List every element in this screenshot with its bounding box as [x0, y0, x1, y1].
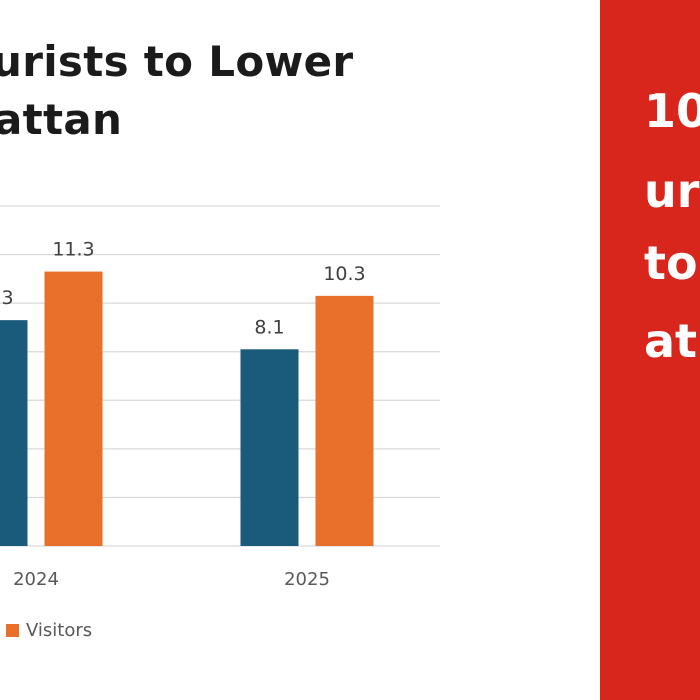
callout-line-4: at	[644, 314, 698, 368]
callout-panel: 10 ur to at	[600, 0, 700, 700]
bar-chart: 0.3 11.3 8.1 10.3 2024 2025 Visitors	[0, 205, 440, 641]
legend: Visitors	[6, 620, 92, 641]
chart-title-line-1: urists to Lower	[0, 37, 354, 86]
x-tick-labels: 2024 2025	[13, 569, 330, 590]
bar-2025-series-1	[315, 295, 374, 546]
x-tick-2025: 2025	[284, 569, 330, 590]
bar-2024-series-1	[44, 271, 103, 546]
chart-panel: urists to Lower attan 0.3 11.3 8.1 10.3 202…	[0, 37, 440, 641]
bars	[0, 271, 374, 546]
callout-line-2: ur	[644, 164, 700, 218]
x-tick-2024: 2024	[13, 569, 59, 590]
bar-2025-series-0	[240, 349, 299, 546]
chart-title-line-2: attan	[0, 95, 123, 144]
data-label-2024-series-0: 0.3	[0, 287, 14, 309]
callout-line-3: to	[644, 236, 698, 290]
data-label-2025-series-1: 10.3	[323, 263, 365, 285]
legend-label-visitors: Visitors	[26, 620, 92, 641]
data-labels: 0.3 11.3 8.1 10.3	[0, 239, 366, 339]
legend-swatch-visitors	[6, 624, 19, 637]
data-label-2024-series-1: 11.3	[52, 239, 94, 261]
callout-line-1: 10	[644, 84, 700, 138]
bar-2024-series-0	[0, 320, 28, 546]
data-label-2025-series-0: 8.1	[254, 316, 284, 338]
